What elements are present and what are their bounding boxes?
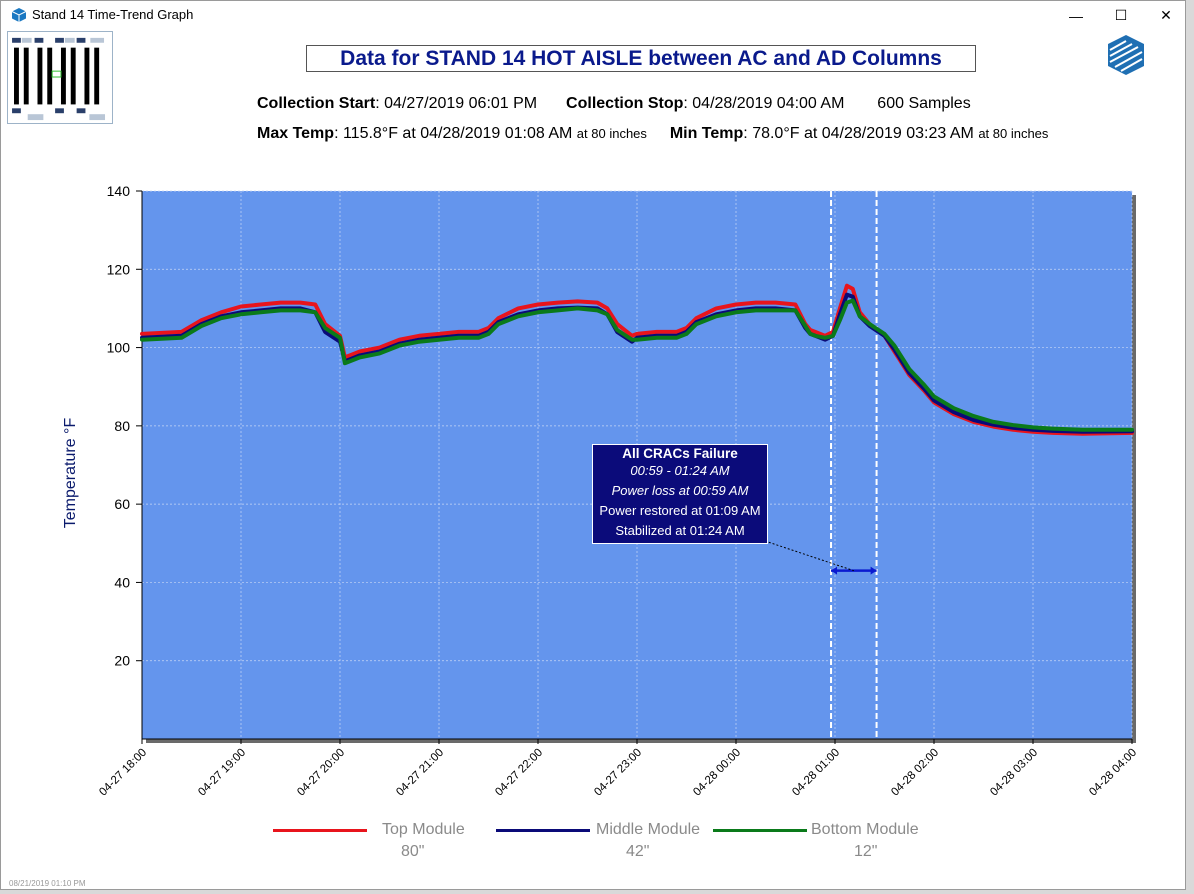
maximize-icon: ☐ bbox=[1114, 7, 1128, 23]
annotation-title: All CRACs Failure bbox=[622, 446, 738, 461]
y-tick-label: 100 bbox=[107, 340, 131, 356]
page-title: Data for STAND 14 HOT AISLE between AC a… bbox=[306, 45, 976, 72]
x-tick-label: 04-28 03:00 bbox=[988, 747, 1040, 799]
brand-logo-icon bbox=[1108, 35, 1144, 75]
temperature-chart: 20 40 60 80 100 120 140 04-27 18:00 04-27 19:00 0… bbox=[97, 183, 1139, 799]
x-tick-label: 04-27 23:00 bbox=[592, 747, 644, 799]
x-tick-label: 04-27 19:00 bbox=[196, 747, 248, 799]
collection-start-label: Collection Start bbox=[257, 95, 376, 112]
minimize-button[interactable]: — bbox=[1053, 1, 1099, 30]
x-tick-label: 04-28 00:00 bbox=[691, 747, 743, 799]
y-tick-label: 20 bbox=[114, 653, 130, 669]
app-cube-icon bbox=[11, 8, 27, 22]
min-temp-height: at 80 inches bbox=[978, 126, 1049, 141]
annotation-range: 00:59 - 01:24 AM bbox=[630, 463, 730, 478]
annotation-power-restored: Power restored at 01:09 AM bbox=[599, 503, 761, 518]
legend-item-top-module: Top Module 80" bbox=[273, 819, 473, 869]
close-icon: ✕ bbox=[1160, 7, 1172, 23]
max-temp-value: : 115.8°F at 04/28/2019 01:08 AM bbox=[334, 125, 573, 142]
collection-start-value: : 04/27/2019 06:01 PM bbox=[375, 95, 538, 112]
x-tick-label: 04-27 22:00 bbox=[493, 747, 545, 799]
legend-label: Bottom Module bbox=[811, 821, 919, 838]
y-tick-label: 60 bbox=[114, 496, 130, 512]
annotation-power-loss: Power loss at 00:59 AM bbox=[611, 483, 749, 498]
x-tick-label: 04-28 04:00 bbox=[1087, 747, 1139, 799]
legend-item-middle-module: Middle Module 42" bbox=[496, 819, 711, 869]
max-temp-height: at 80 inches bbox=[576, 126, 647, 141]
annotation-stabilized: Stabilized at 01:24 AM bbox=[615, 523, 745, 538]
y-tick-label: 140 bbox=[107, 183, 131, 199]
span-arrow-head-left bbox=[831, 566, 838, 575]
x-tick-label: 04-27 21:00 bbox=[394, 747, 446, 799]
y-tick-label: 40 bbox=[114, 574, 130, 590]
y-tick-label: 80 bbox=[114, 418, 130, 434]
collection-stop-label: Collection Stop bbox=[566, 95, 684, 112]
max-temp-label: Max Temp bbox=[257, 125, 335, 142]
x-tick-label: 04-28 01:00 bbox=[790, 747, 842, 799]
minimize-icon: — bbox=[1069, 7, 1083, 24]
x-tick-label: 04-27 20:00 bbox=[295, 747, 347, 799]
collection-stop-value: : 04/28/2019 04:00 AM bbox=[683, 95, 845, 112]
legend-label: Middle Module bbox=[596, 821, 701, 838]
legend-swatch bbox=[713, 829, 807, 832]
min-temp-label: Min Temp bbox=[669, 125, 744, 142]
print-timestamp: 08/21/2019 01:10 PM bbox=[9, 879, 86, 888]
crac-failure-annotation: All CRACs Failure 00:59 - 01:24 AM Power… bbox=[592, 444, 768, 544]
collection-info-row: Collection Start: 04/27/2019 06:01 PM Co… bbox=[257, 95, 971, 113]
series-line-bottom-module bbox=[140, 298, 1134, 432]
legend-item-bottom-module: Bottom Module 12" bbox=[713, 819, 933, 869]
samples-count: 600 Samples bbox=[877, 95, 971, 112]
y-tick-label: 120 bbox=[107, 261, 131, 277]
legend-swatch bbox=[496, 829, 590, 832]
window-title: Stand 14 Time-Trend Graph bbox=[32, 7, 194, 22]
maximize-button[interactable]: ☐ bbox=[1098, 1, 1144, 30]
min-temp-value: : 78.0°F at 04/28/2019 03:23 AM bbox=[743, 125, 974, 142]
title-bar: Stand 14 Time-Trend Graph — ☐ ✕ bbox=[1, 1, 1185, 30]
legend-label: Top Module bbox=[382, 821, 465, 838]
close-button[interactable]: ✕ bbox=[1143, 1, 1189, 30]
x-tick-label: 04-27 18:00 bbox=[97, 747, 149, 799]
floorplan-thumbnail[interactable] bbox=[7, 31, 113, 124]
legend-sublabel: 42" bbox=[626, 843, 650, 860]
legend-sublabel: 80" bbox=[401, 843, 425, 860]
legend-sublabel: 12" bbox=[854, 843, 878, 860]
legend-swatch bbox=[273, 829, 367, 832]
temp-info-row: Max Temp: 115.8°F at 04/28/2019 01:08 AM… bbox=[257, 125, 1048, 143]
x-tick-label: 04-28 02:00 bbox=[889, 747, 941, 799]
span-arrow-head-right bbox=[870, 566, 877, 575]
